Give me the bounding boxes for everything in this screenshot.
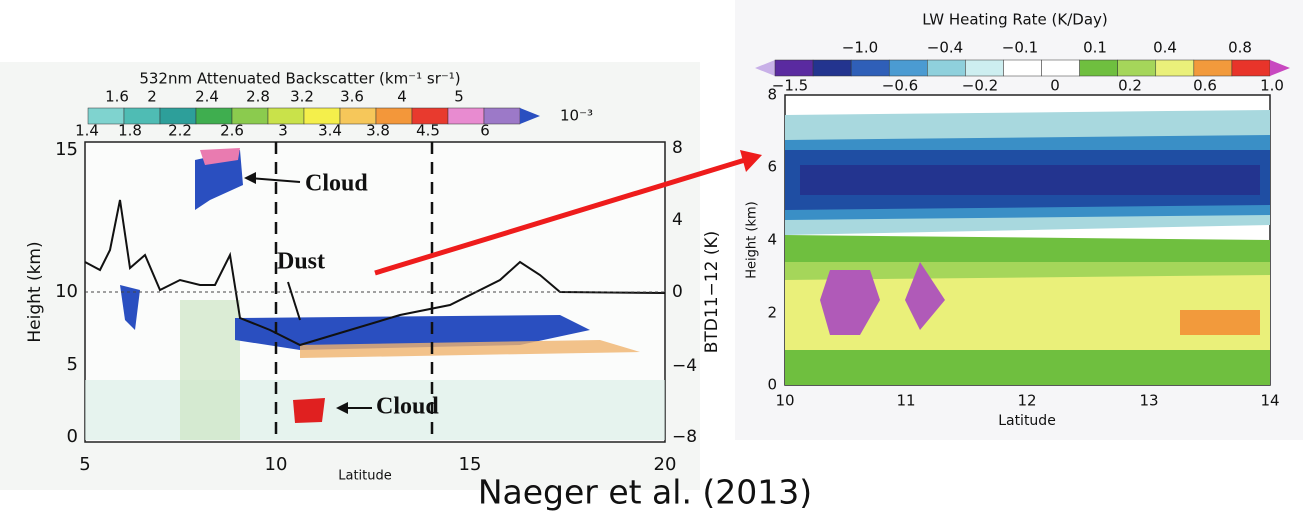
label: 0 [767, 376, 777, 394]
colorbar-swatch [1155, 59, 1195, 77]
label: 13 [1139, 392, 1158, 410]
label: 1.8 [118, 122, 142, 140]
colorbar-swatch [1117, 59, 1157, 77]
label: 0.4 [1153, 39, 1177, 57]
label: 1.6 [105, 88, 129, 106]
label: −1.5 [772, 77, 808, 95]
label: 0 [672, 282, 683, 302]
right-colorbar [755, 59, 1290, 77]
label: 2.6 [220, 122, 244, 140]
colorbar-arrow [755, 60, 775, 76]
label: 0 [1050, 77, 1060, 95]
label: 5 [67, 354, 78, 375]
label: 3.8 [366, 122, 390, 140]
link-arrowhead [740, 150, 762, 172]
label: 2 [767, 304, 777, 322]
left-colorbar [87, 107, 540, 125]
label: −0.2 [962, 77, 998, 95]
label: 15 [55, 139, 78, 160]
label: 5 [454, 88, 464, 106]
label: 8 [672, 138, 683, 158]
label: 1.0 [1260, 77, 1284, 95]
label: −0.6 [882, 77, 918, 95]
colorbar-swatch [1231, 59, 1271, 77]
label: 0.6 [1193, 77, 1217, 95]
label: 2.8 [246, 88, 270, 106]
label: 3.6 [340, 88, 364, 106]
link-arrow [374, 157, 746, 276]
colorbar-arrow [1270, 60, 1290, 76]
label: 15 [459, 454, 482, 475]
colorbar-swatch [1003, 59, 1042, 77]
label: BTD11−12 (K) [702, 231, 722, 353]
label: LW Heating Rate (K/Day) [922, 11, 1108, 29]
label: Latitude [338, 469, 392, 484]
colorbar-arrow [520, 108, 540, 124]
label: 532nm Attenuated Backscatter (km⁻¹ sr⁻¹) [139, 70, 460, 88]
label: 0.8 [1228, 39, 1252, 57]
label: 4.5 [416, 122, 440, 140]
label: −0.4 [927, 39, 963, 57]
label: 2.2 [168, 122, 192, 140]
label: 5 [79, 454, 90, 475]
label: 10 [55, 281, 78, 302]
label: −0.1 [1002, 39, 1038, 57]
label: 10 [265, 454, 288, 475]
label: 6 [480, 122, 490, 140]
label: 3.2 [290, 88, 314, 106]
label: 10 [775, 392, 794, 410]
label: −4 [672, 356, 697, 376]
colorbar-swatch [812, 59, 852, 77]
label: Height (km) [745, 201, 760, 278]
label: 11 [896, 392, 915, 410]
label: 0.2 [1118, 77, 1142, 95]
right-plot-content [785, 110, 1270, 385]
colorbar-swatch [965, 59, 1004, 77]
label: 10⁻³ [560, 107, 593, 125]
label: Latitude [998, 413, 1056, 429]
colorbar-swatch [774, 59, 814, 77]
label: 4 [767, 231, 777, 249]
label: Cloud [305, 171, 368, 197]
colorbar-swatch [888, 59, 928, 77]
label: 1.4 [75, 122, 99, 140]
label: 12 [1017, 392, 1036, 410]
label: 14 [1260, 392, 1279, 410]
label: 8 [767, 86, 777, 104]
label: 3 [278, 122, 288, 140]
colorbar-swatch [927, 59, 966, 77]
label: 2 [147, 88, 157, 106]
colorbar-swatch [1041, 59, 1080, 77]
left-plot-content [84, 142, 666, 442]
label: 0 [67, 426, 78, 447]
label: 2.4 [195, 88, 219, 106]
label: 6 [767, 158, 777, 176]
colorbar-swatch [1193, 59, 1233, 77]
label: 4 [672, 210, 683, 230]
colorbar-swatch [447, 107, 485, 125]
label: −1.0 [842, 39, 878, 57]
colorbar-swatch [850, 59, 890, 77]
label: 20 [654, 454, 677, 475]
label: Cloud [376, 394, 439, 420]
label: 0.1 [1083, 39, 1107, 57]
colorbar-swatch [1079, 59, 1118, 77]
label: Dust [277, 249, 325, 275]
label: 3.4 [318, 122, 342, 140]
label: Height (km) [25, 241, 45, 342]
label: 4 [397, 88, 407, 106]
label: −8 [672, 427, 697, 447]
citation: Naeger et al. (2013) [478, 473, 812, 512]
